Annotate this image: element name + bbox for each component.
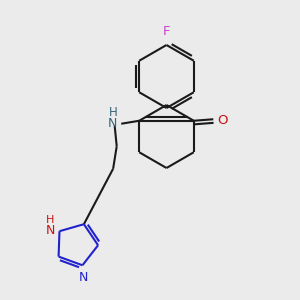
Text: F: F: [163, 26, 170, 38]
Text: H: H: [109, 106, 118, 119]
Text: H: H: [46, 215, 55, 225]
Text: N: N: [107, 117, 117, 130]
Text: N: N: [79, 271, 88, 284]
Text: O: O: [218, 114, 228, 127]
Text: N: N: [45, 224, 55, 236]
